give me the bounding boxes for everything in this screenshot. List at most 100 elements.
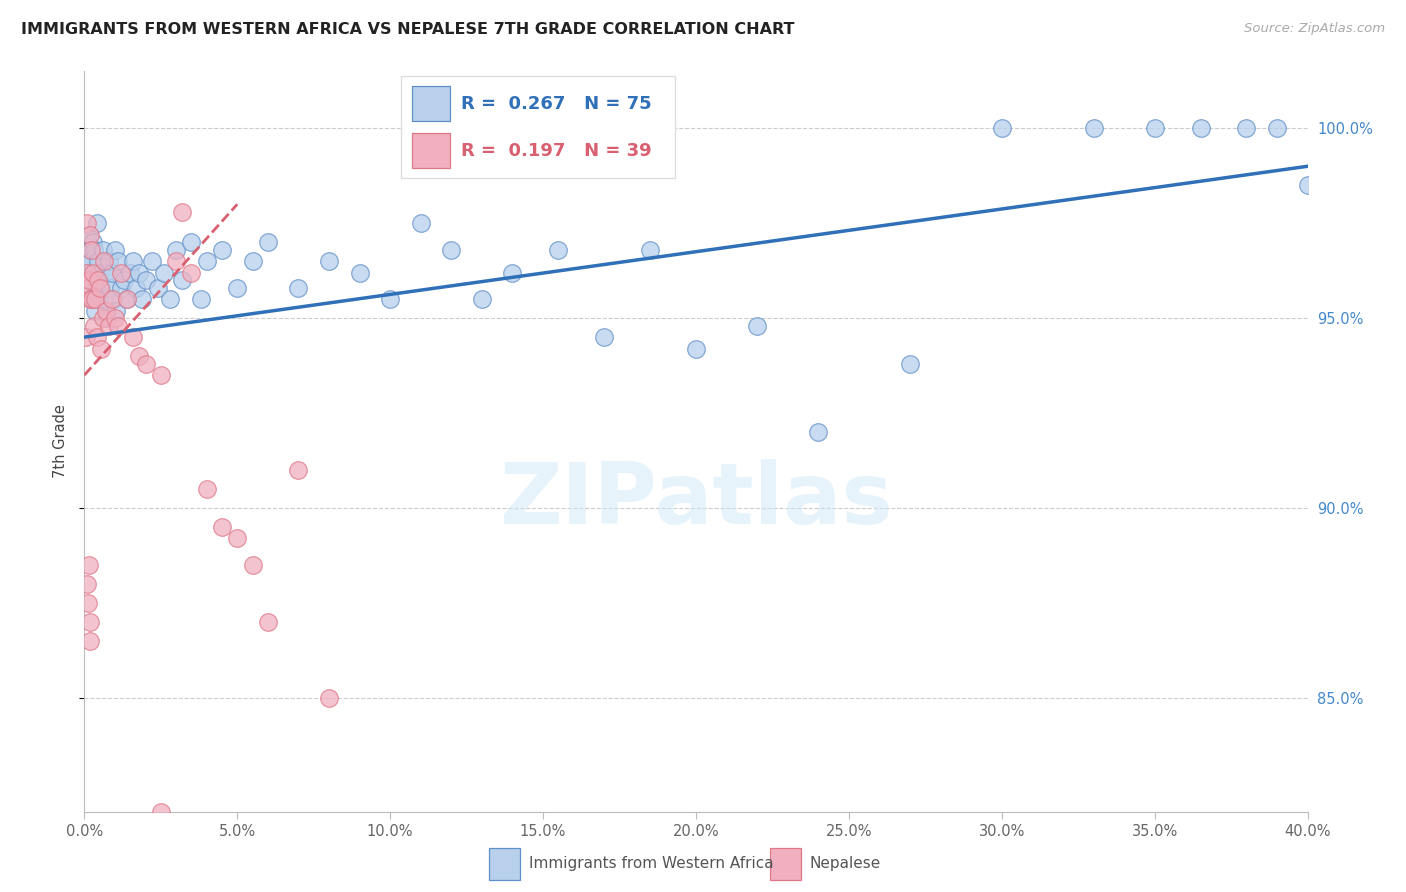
Point [90, 281, 112, 295]
Point [180, 235, 202, 250]
Text: IMMIGRANTS FROM WESTERN AFRICA VS NEPALESE 7TH GRADE CORRELATION CHART: IMMIGRANTS FROM WESTERN AFRICA VS NEPALE… [21, 22, 794, 37]
Point [77, 558, 100, 572]
Text: R =  0.197   N = 39: R = 0.197 N = 39 [461, 142, 651, 160]
Point [991, 121, 1014, 136]
Point [547, 243, 569, 257]
Point [80, 243, 103, 257]
Point [79, 243, 101, 257]
Point [82, 235, 104, 250]
Text: Immigrants from Western Africa: Immigrants from Western Africa [529, 855, 773, 871]
Point [125, 281, 148, 295]
Point [172, 273, 194, 287]
Point [141, 254, 163, 268]
Point [83, 243, 105, 257]
Point [190, 292, 212, 306]
Point [107, 318, 129, 333]
Point [91, 311, 114, 326]
Point [107, 254, 129, 268]
Point [97, 254, 120, 268]
Point [84, 303, 107, 318]
Point [80, 273, 103, 287]
Point [172, 204, 194, 219]
Point [87, 292, 110, 306]
Point [104, 243, 127, 257]
Point [79, 633, 101, 648]
Text: R =  0.267   N = 75: R = 0.267 N = 75 [461, 95, 651, 112]
Point [86, 216, 108, 230]
Point [80, 254, 103, 268]
Point [120, 266, 142, 280]
Point [747, 318, 769, 333]
Point [685, 342, 707, 356]
Point [103, 292, 125, 306]
Point [76, 235, 98, 250]
Point [75, 330, 97, 344]
Y-axis label: 7th Grade: 7th Grade [52, 405, 67, 478]
Point [131, 292, 153, 306]
FancyBboxPatch shape [412, 87, 450, 121]
Point [76, 577, 98, 591]
Point [1296, 178, 1319, 193]
Point [1265, 121, 1288, 136]
Point [87, 273, 110, 287]
Point [257, 235, 280, 250]
Point [96, 311, 118, 326]
Point [115, 292, 138, 306]
Point [1236, 121, 1258, 136]
Point [84, 292, 107, 306]
Point [104, 311, 127, 326]
Point [79, 615, 101, 629]
Point [180, 266, 202, 280]
Point [122, 254, 145, 268]
Point [97, 318, 120, 333]
Point [128, 349, 150, 363]
Point [242, 254, 264, 268]
Point [105, 303, 128, 318]
Point [83, 292, 105, 306]
Point [146, 281, 169, 295]
Point [87, 254, 110, 268]
Point [110, 281, 132, 295]
Point [195, 254, 218, 268]
FancyBboxPatch shape [412, 133, 450, 168]
Text: Nepalese: Nepalese [810, 855, 882, 871]
Point [83, 318, 105, 333]
Point [86, 330, 108, 344]
Point [211, 520, 233, 534]
Point [94, 266, 117, 280]
Bar [770, 848, 801, 880]
Point [82, 266, 104, 280]
Point [807, 425, 830, 439]
Point [471, 292, 494, 306]
Point [318, 690, 340, 705]
Point [898, 357, 921, 371]
Point [1083, 121, 1105, 136]
FancyBboxPatch shape [401, 76, 675, 178]
Point [349, 266, 371, 280]
Point [93, 292, 115, 306]
Point [80, 292, 103, 306]
Point [115, 292, 138, 306]
Point [159, 292, 181, 306]
Point [91, 243, 114, 257]
Point [165, 243, 187, 257]
Point [90, 342, 112, 356]
Point [76, 216, 98, 230]
Point [195, 482, 218, 496]
Point [79, 281, 101, 295]
Point [149, 368, 172, 383]
Point [76, 254, 98, 268]
Point [79, 292, 101, 306]
Point [122, 330, 145, 344]
Point [1143, 121, 1166, 136]
Point [86, 281, 108, 295]
Point [76, 266, 98, 280]
Text: Source: ZipAtlas.com: Source: ZipAtlas.com [1244, 22, 1385, 36]
Point [593, 330, 616, 344]
Point [101, 266, 124, 280]
Point [93, 254, 115, 268]
Point [502, 266, 524, 280]
Point [638, 243, 661, 257]
Point [77, 227, 100, 242]
Bar [489, 848, 520, 880]
